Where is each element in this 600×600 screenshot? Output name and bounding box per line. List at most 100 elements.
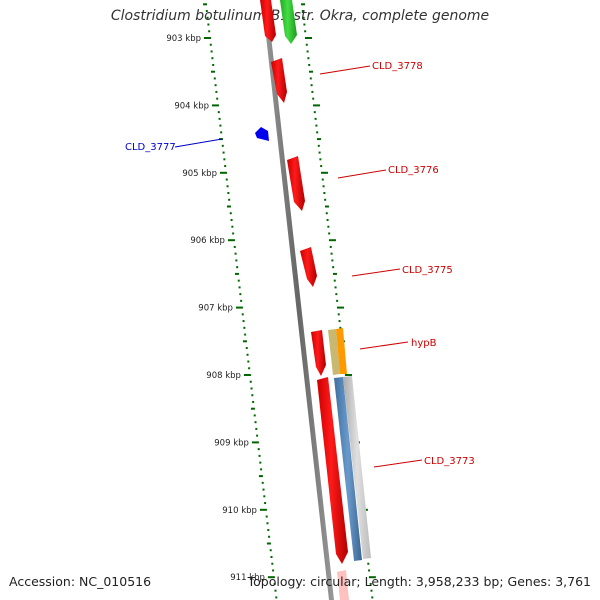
ruler-major-tick: [219, 171, 227, 174]
ruler-minor-tick: [244, 333, 247, 336]
gene-feature-cld-3775[interactable]: [300, 247, 317, 287]
gene-feature-cld-3777[interactable]: [255, 127, 269, 141]
ruler-minor-tick: [330, 252, 333, 255]
ruler-tick-label: 911 kbp: [230, 573, 265, 583]
gene-feature-cld-3776[interactable]: [287, 156, 305, 211]
ruler-minor-tick: [220, 131, 223, 134]
ruler-tick-label: 907 kbp: [198, 304, 233, 314]
ruler-minor-tick: [307, 57, 310, 60]
ruler-minor-tick: [306, 50, 309, 53]
ruler-major-tick: [328, 239, 336, 242]
ruler-minor-tick: [212, 63, 215, 66]
ruler-minor-tick: [273, 582, 276, 585]
ruler-minor-tick: [211, 57, 214, 60]
ruler-major-tick: [204, 37, 211, 39]
ruler-minor-tick: [270, 555, 273, 558]
ruler-minor-tick: [336, 299, 339, 302]
ruler-minor-tick: [334, 286, 337, 289]
ruler-minor-tick: [308, 63, 311, 66]
leader-line-cld-3776: [337, 169, 387, 179]
ruler-major-tick: [235, 306, 243, 309]
ruler-minor-tick: [266, 522, 269, 525]
gene-label-hypb[interactable]: hypB: [411, 338, 437, 349]
ruler-minor-tick: [329, 245, 332, 248]
ruler-minor-tick: [214, 84, 217, 87]
ruler-minor-tick: [271, 562, 274, 565]
gene-feature-hypb[interactable]: [336, 328, 347, 374]
gene-feature-top-red[interactable]: [260, 0, 276, 42]
ruler-minor-tick: [232, 232, 235, 235]
gene-feature-bottom-pink[interactable]: [337, 570, 349, 600]
ruler-minor-tick: [275, 596, 278, 599]
ruler-minor-tick: [337, 313, 340, 316]
ruler-minor-tick: [238, 286, 241, 289]
ruler-minor-tick: [301, 10, 304, 13]
ruler-minor-tick: [257, 448, 260, 451]
gene-label-cld-3775[interactable]: CLD_3775: [402, 265, 453, 276]
ruler-minor-tick: [236, 266, 239, 269]
ruler-minor-tick: [213, 77, 216, 80]
gene-label-cld-3773[interactable]: CLD_3773: [424, 456, 475, 467]
ruler-minor-tick: [261, 481, 264, 484]
ruler-minor-tick: [302, 16, 305, 19]
ruler-minor-tick: [260, 468, 263, 471]
ruler-minor-tick: [265, 515, 268, 518]
ruler-minor-tick: [269, 549, 272, 552]
gene-label-cld-3776[interactable]: CLD_3776: [388, 165, 439, 176]
ruler-minor-tick: [332, 272, 337, 275]
gene-feature-cld-3778[interactable]: [271, 58, 287, 103]
ruler-minor-tick: [243, 326, 246, 329]
gene-feature-steelblue[interactable]: [334, 377, 362, 561]
gene-label-cld-3778[interactable]: CLD_3778: [372, 61, 423, 72]
ruler-major-tick: [305, 37, 312, 39]
gene-feature-olive[interactable]: [328, 329, 340, 375]
ruler-minor-tick: [239, 293, 242, 296]
ruler-tick-label: 903 kbp: [166, 34, 201, 44]
ruler-minor-tick: [320, 165, 323, 168]
ruler-tick-label: 910 kbp: [222, 506, 257, 516]
ruler-major-tick: [368, 576, 376, 579]
gene-feature-grey[interactable]: [343, 376, 371, 559]
ruler-minor-tick: [230, 218, 233, 221]
ruler-major-tick: [251, 441, 259, 444]
ruler-minor-tick: [259, 461, 262, 464]
ruler-minor-tick: [274, 589, 277, 592]
ruler-minor-tick: [234, 272, 239, 275]
ruler-minor-tick: [253, 414, 256, 417]
ruler-minor-tick: [218, 117, 221, 120]
ruler-minor-tick: [369, 582, 372, 585]
ruler-minor-tick: [312, 97, 315, 100]
ruler-major-tick: [312, 104, 320, 107]
ruler-minor-tick: [226, 205, 231, 208]
ruler-minor-tick: [207, 23, 210, 26]
ruler-minor-tick: [224, 165, 227, 168]
ruler-minor-tick: [316, 138, 321, 141]
ruler-minor-tick: [324, 205, 329, 208]
ruler-minor-tick: [242, 340, 247, 343]
ruler-minor-tick: [203, 3, 208, 6]
ruler-minor-tick: [318, 151, 321, 154]
ruler-minor-tick: [309, 77, 312, 80]
ruler-minor-tick: [255, 427, 258, 430]
ruler-minor-tick: [258, 475, 263, 478]
ruler-minor-tick: [327, 225, 330, 228]
ruler-minor-tick: [325, 212, 328, 215]
ruler-minor-tick: [219, 124, 222, 127]
ruler-minor-tick: [222, 151, 225, 154]
ruler-minor-tick: [370, 589, 373, 592]
gene-feature-small-red[interactable]: [311, 330, 326, 376]
ruler-minor-tick: [229, 212, 232, 215]
gene-feature-top-green[interactable]: [280, 0, 297, 44]
ruler-minor-tick: [263, 495, 266, 498]
gene-feature-cld-3773[interactable]: [317, 377, 348, 564]
ruler-major-tick: [259, 508, 267, 511]
ruler-minor-tick: [245, 347, 248, 350]
ruler-tick-label: 909 kbp: [214, 438, 249, 448]
gene-label-cld-3777[interactable]: CLD_3777: [125, 142, 176, 153]
ruler-minor-tick: [234, 252, 237, 255]
ruler-minor-tick: [272, 569, 275, 572]
ruler-minor-tick: [235, 259, 238, 262]
ruler-minor-tick: [319, 158, 322, 161]
ruler-minor-tick: [209, 43, 212, 46]
